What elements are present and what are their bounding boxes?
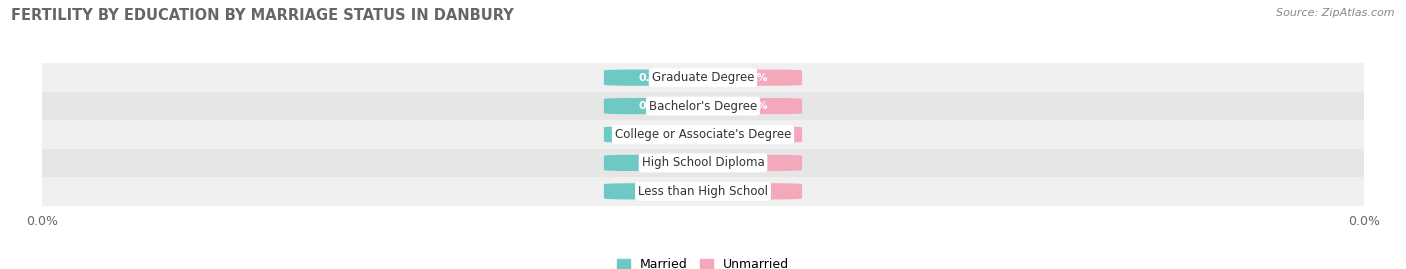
Text: College or Associate's Degree: College or Associate's Degree [614, 128, 792, 141]
FancyBboxPatch shape [603, 126, 703, 143]
FancyBboxPatch shape [703, 98, 801, 114]
Text: 0.0%: 0.0% [638, 101, 669, 111]
Text: 0.0%: 0.0% [638, 186, 669, 196]
Bar [42, 149, 1364, 177]
Text: 0.0%: 0.0% [737, 73, 768, 83]
Text: Less than High School: Less than High School [638, 185, 768, 198]
Text: Source: ZipAtlas.com: Source: ZipAtlas.com [1277, 8, 1395, 18]
Text: Graduate Degree: Graduate Degree [652, 71, 754, 84]
Text: 0.0%: 0.0% [737, 129, 768, 140]
FancyBboxPatch shape [603, 155, 703, 171]
Text: Bachelor's Degree: Bachelor's Degree [650, 100, 756, 113]
Text: 0.0%: 0.0% [638, 73, 669, 83]
FancyBboxPatch shape [703, 155, 801, 171]
Text: FERTILITY BY EDUCATION BY MARRIAGE STATUS IN DANBURY: FERTILITY BY EDUCATION BY MARRIAGE STATU… [11, 8, 515, 23]
Bar [42, 120, 1364, 149]
Legend: Married, Unmarried: Married, Unmarried [617, 258, 789, 269]
FancyBboxPatch shape [603, 183, 703, 199]
Bar [42, 92, 1364, 120]
Text: 0.0%: 0.0% [737, 158, 768, 168]
Bar [42, 63, 1364, 92]
Text: 0.0%: 0.0% [737, 101, 768, 111]
FancyBboxPatch shape [703, 126, 801, 143]
Bar [42, 177, 1364, 206]
Text: High School Diploma: High School Diploma [641, 156, 765, 169]
Text: 0.0%: 0.0% [737, 186, 768, 196]
Text: 0.0%: 0.0% [638, 129, 669, 140]
FancyBboxPatch shape [703, 183, 801, 199]
FancyBboxPatch shape [603, 98, 703, 114]
FancyBboxPatch shape [603, 70, 703, 86]
FancyBboxPatch shape [703, 70, 801, 86]
Text: 0.0%: 0.0% [638, 158, 669, 168]
